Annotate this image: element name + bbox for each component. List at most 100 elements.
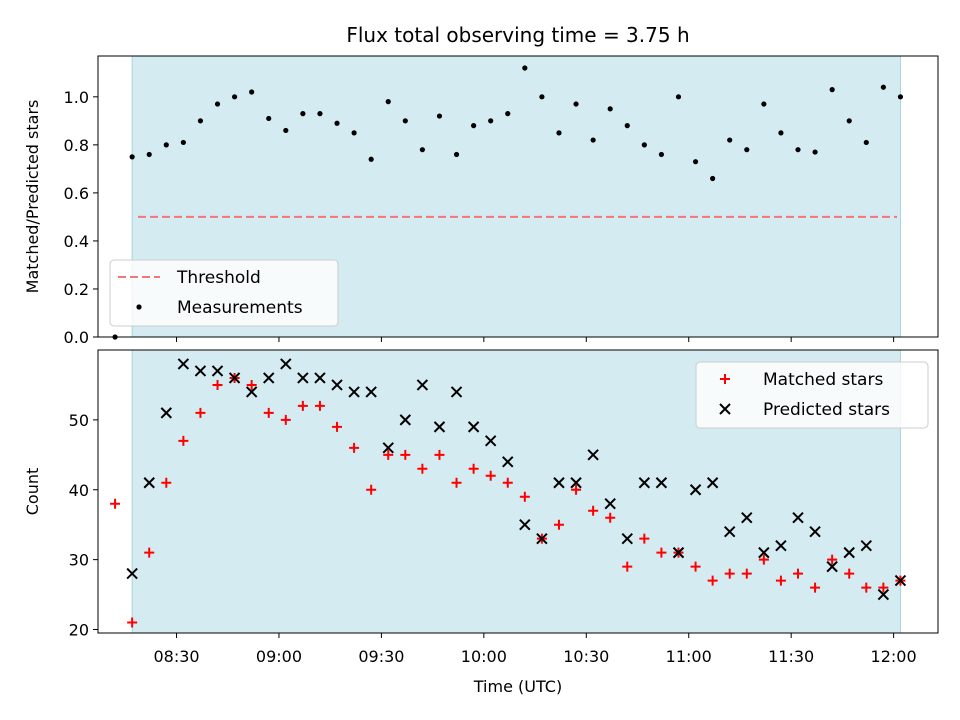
data-point [689,484,702,496]
data-point [417,463,428,474]
panel-2: 20 30 40 50 08:30 09:00 09:30 10:00 10:30 11:00 11… [23,349,939,696]
data-point [419,147,425,153]
data-point [160,407,173,419]
y-tick-label: 50 [69,411,89,430]
data-point [297,372,309,384]
legend-predicted-label: Predicted stars [763,400,890,420]
data-point [127,617,138,628]
data-point [639,533,650,544]
legend: Threshold Measurements [109,259,339,327]
data-point [195,407,206,418]
data-point [485,470,496,481]
data-point [826,560,838,573]
y-tick-label: 0.0 [64,328,89,347]
data-point [775,575,786,586]
y-tick-label: 20 [69,621,89,640]
data-point [212,379,223,390]
data-point [263,407,274,418]
x-tick-label: 11:00 [666,647,712,666]
data-point [758,554,769,565]
x-tick-label: 09:30 [358,647,404,666]
data-point [245,386,258,398]
data-point [129,154,135,160]
data-point [605,512,616,523]
legend-matched-swatch [720,374,730,384]
data-point [263,372,275,384]
legend-predicted-swatch [719,403,731,415]
data-point [416,379,429,391]
data-point [314,372,326,384]
data-point [266,115,272,122]
data-point [228,372,241,384]
data-point [607,106,613,112]
data-point [861,582,872,593]
data-point [710,175,716,182]
data-point [897,94,904,100]
y-tick-label: 0.6 [64,184,89,203]
y-axis-label: Count [23,468,42,516]
data-point [349,442,360,453]
y-tick-label: 0.4 [64,232,89,251]
data-point [211,365,224,377]
data-point [590,137,596,143]
data-point [177,358,190,370]
data-point [382,442,394,454]
data-point [624,123,630,129]
data-point [604,498,616,510]
data-point [539,94,545,100]
legend-matched-label: Matched stars [763,370,883,390]
data-point [332,421,343,432]
data-point [468,463,479,474]
data-point [727,137,733,143]
data-point [812,149,818,155]
data-point [880,84,886,90]
data-point [741,511,753,524]
data-point [638,477,651,489]
data-point [571,484,582,495]
data-point [385,99,391,105]
y-tick-label: 0.8 [64,136,89,155]
data-point [690,561,701,572]
data-point [877,588,890,601]
data-point [894,574,907,587]
data-point [761,101,767,107]
data-point [519,518,531,531]
data-point [655,477,668,489]
data-point [505,111,511,117]
data-point [161,477,172,488]
data-point [692,159,699,165]
data-point [570,477,582,489]
legend-measurements-swatch [136,304,142,310]
data-point [366,484,377,495]
data-point [553,519,564,530]
data-point [246,379,257,390]
data-point [810,582,821,593]
y-axis-label: Matched/Predicted stars [23,100,42,294]
data-point [522,65,528,71]
data-point [793,568,803,579]
data-point [775,539,787,552]
data-point [843,546,855,559]
data-point [194,365,207,377]
legend: Matched stars Predicted stars [695,361,929,429]
data-point [450,386,463,398]
data-point [758,546,770,559]
data-point [672,546,685,559]
data-point [656,547,667,558]
data-point [556,130,562,136]
data-point [536,532,548,545]
x-tick-label: 10:30 [563,647,609,666]
data-point [502,456,514,468]
data-point [317,111,323,117]
data-point [280,358,292,370]
data-point [778,130,784,136]
data-point [144,547,155,558]
data-point [280,414,291,425]
chart-title: Flux total observing time = 3.75 h [346,23,689,47]
data-point [249,89,255,95]
x-tick-label: 08:30 [153,647,199,666]
data-point [706,477,719,489]
data-point [300,111,306,117]
data-point [641,142,647,148]
plot-frame [97,55,939,338]
